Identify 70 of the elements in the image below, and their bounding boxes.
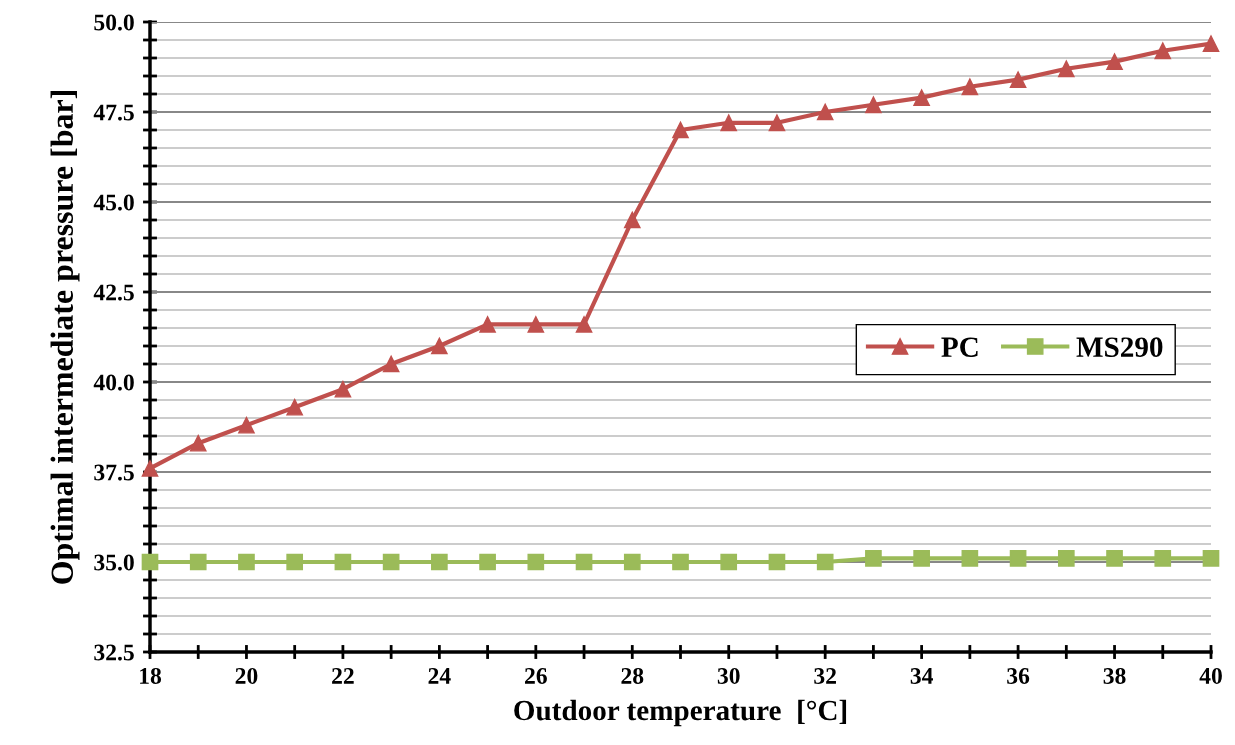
y-tick-label: 40.0 bbox=[93, 374, 134, 391]
point bbox=[286, 553, 304, 571]
point bbox=[189, 553, 207, 571]
x-tick-label: 22 bbox=[332, 668, 354, 684]
y-tick-label: 35.0 bbox=[94, 554, 134, 571]
point bbox=[1106, 53, 1123, 70]
point bbox=[382, 553, 400, 571]
x-axis-title: Outdoor temperature [°C] bbox=[514, 699, 847, 727]
point bbox=[1202, 35, 1220, 52]
point bbox=[1009, 71, 1027, 88]
legend-label: MS290 bbox=[1076, 337, 1163, 357]
point bbox=[865, 550, 882, 567]
point bbox=[141, 460, 159, 477]
point bbox=[238, 553, 255, 571]
point bbox=[768, 553, 786, 571]
point bbox=[575, 553, 593, 571]
point bbox=[334, 380, 352, 398]
point bbox=[816, 553, 834, 571]
x-tick-label: 30 bbox=[717, 667, 740, 684]
x-tick-label: 20 bbox=[235, 667, 258, 684]
point bbox=[672, 553, 689, 571]
y-tick-label: 42.5 bbox=[93, 284, 134, 301]
x-tick-label: 34 bbox=[910, 668, 933, 684]
point bbox=[961, 78, 979, 96]
x-tick-label: 38 bbox=[1103, 667, 1126, 684]
point bbox=[334, 553, 352, 571]
x-tick-label: 26 bbox=[525, 668, 547, 684]
y-tick-label: 37.5 bbox=[94, 464, 134, 481]
point bbox=[1106, 550, 1123, 567]
x-tick-label: 18 bbox=[140, 667, 162, 684]
point bbox=[623, 211, 641, 229]
x-tick-label: 24 bbox=[428, 668, 451, 684]
x-tick-label: 36 bbox=[1007, 668, 1030, 684]
point bbox=[913, 550, 930, 567]
x-tick-label: 32 bbox=[814, 668, 836, 684]
y-tick-label: 47.5 bbox=[93, 104, 134, 121]
point bbox=[286, 398, 304, 416]
point bbox=[1202, 550, 1220, 567]
x-tick-label: 28 bbox=[621, 667, 644, 684]
point bbox=[431, 337, 448, 355]
legend-label: PC bbox=[941, 337, 978, 357]
point bbox=[961, 550, 979, 567]
y-axis-title: Optimal intermediate pressure [bar] bbox=[50, 91, 80, 584]
point bbox=[479, 553, 496, 571]
point bbox=[672, 121, 689, 139]
point bbox=[382, 355, 400, 373]
point bbox=[141, 553, 159, 571]
point bbox=[527, 316, 545, 333]
point bbox=[527, 553, 545, 571]
point bbox=[1154, 42, 1172, 60]
y-tick-label: 32.5 bbox=[94, 644, 134, 661]
point bbox=[768, 114, 786, 132]
y-tick-label: 45.0 bbox=[93, 194, 134, 211]
point bbox=[720, 114, 738, 132]
point bbox=[431, 553, 448, 571]
point bbox=[623, 553, 641, 571]
point bbox=[1057, 60, 1075, 78]
x-tick-label: 40 bbox=[1199, 667, 1222, 684]
point bbox=[720, 553, 738, 571]
point bbox=[238, 416, 255, 434]
point bbox=[913, 89, 930, 106]
y-tick-label: 50.0 bbox=[94, 14, 134, 31]
point bbox=[575, 316, 593, 333]
point bbox=[1009, 550, 1027, 567]
point bbox=[1154, 550, 1172, 567]
point bbox=[816, 103, 834, 121]
point bbox=[479, 316, 496, 333]
point bbox=[865, 96, 882, 114]
point bbox=[189, 434, 207, 452]
point bbox=[1057, 550, 1075, 567]
